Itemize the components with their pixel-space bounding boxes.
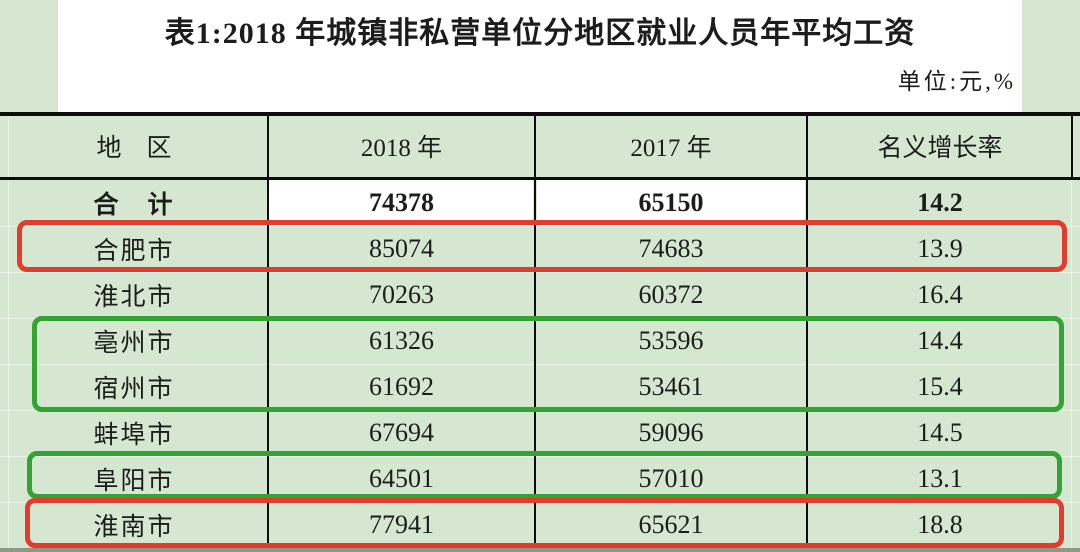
value-2018-cell: 74378	[369, 188, 434, 217]
gridline-h-4	[0, 364, 1080, 365]
region-cell: 合 计	[93, 192, 175, 219]
column-divider-1	[267, 112, 269, 552]
value-2017-cell: 59096	[638, 418, 704, 447]
growth-cell: 18.8	[917, 510, 963, 539]
table-top-border	[0, 112, 1080, 116]
gridline-h-6	[0, 456, 1080, 457]
table-row-total: 合 计 74378 65150 14.2	[0, 180, 1073, 226]
value-2018-cell: 61326	[369, 326, 434, 355]
header-bottom-border	[0, 177, 1080, 180]
column-divider-3	[806, 112, 808, 552]
gridline-h-1	[0, 226, 1080, 227]
unit-note: 单位:元,%	[897, 69, 1016, 94]
value-2017-cell: 60372	[638, 280, 704, 309]
table-row-huaibei: 淮北市 70263 60372 16.4	[0, 272, 1073, 318]
green-annotation-box-fuyang	[27, 451, 1062, 499]
value-2017-cell: 53596	[638, 326, 704, 355]
green-annotation-box-bozhou-suzhou	[32, 316, 1064, 412]
red-annotation-box-huainan	[25, 498, 1064, 548]
growth-cell: 16.4	[917, 280, 963, 309]
table-title: 表1:2018 年城镇非私营单位分地区就业人员年平均工资	[164, 17, 916, 50]
total-2017-white-cell	[537, 180, 805, 226]
table-row-fuyang: 阜阳市 64501 57010 13.1	[0, 456, 1073, 502]
table-right-border	[1071, 112, 1073, 180]
total-2018-white-cell	[269, 180, 533, 226]
region-cell: 合肥市	[93, 238, 175, 265]
value-2017-cell: 65621	[638, 510, 704, 539]
table-row-bengbu: 蚌埠市 67694 59096 14.5	[0, 410, 1073, 456]
header-growth-rate: 名义增长率	[877, 134, 1003, 162]
value-2017-cell: 74683	[638, 234, 704, 263]
region-cell: 阜阳市	[93, 468, 175, 495]
region-cell: 宿州市	[93, 376, 175, 403]
value-2018-cell: 67694	[369, 418, 434, 447]
gridline-v-left	[8, 116, 9, 548]
table-row-suzhou: 宿州市 61692 53461 15.4	[0, 364, 1073, 410]
value-2017-cell: 65150	[638, 188, 704, 217]
column-divider-2	[534, 112, 536, 552]
value-2018-cell: 85074	[369, 234, 434, 263]
value-2017-cell: 57010	[638, 464, 704, 493]
table-row-bozhou: 亳州市 61326 53596 14.4	[0, 318, 1073, 364]
value-2018-cell: 64501	[369, 464, 434, 493]
header-2018: 2018 年	[360, 134, 443, 162]
table-row-hefei: 合肥市 85074 74683 13.9	[0, 226, 1073, 272]
growth-cell: 13.9	[917, 234, 963, 263]
region-cell: 淮南市	[93, 514, 175, 541]
region-cell: 蚌埠市	[93, 422, 175, 449]
growth-cell: 14.5	[917, 418, 963, 447]
header-2017: 2017 年	[630, 134, 712, 162]
value-2018-cell: 61692	[369, 372, 434, 401]
value-2017-cell: 53461	[638, 372, 704, 401]
growth-cell: 13.1	[917, 464, 963, 493]
growth-cell: 15.4	[917, 372, 963, 401]
table-row-huainan: 淮南市 77941 65621 18.8	[0, 502, 1073, 548]
value-2018-cell: 70263	[369, 280, 434, 309]
region-cell: 亳州市	[93, 330, 175, 357]
value-2018-cell: 77941	[369, 510, 434, 539]
growth-cell: 14.2	[917, 188, 963, 217]
gridline-h-2	[0, 272, 1080, 273]
title-band: 表1:2018 年城镇非私营单位分地区就业人员年平均工资 单位:元,%	[58, 0, 1022, 112]
header-region: 地 区	[96, 134, 172, 162]
table-header-row: 地 区 2018 年 2017 年 名义增长率	[0, 114, 1073, 177]
region-cell: 淮北市	[93, 284, 175, 311]
bottom-edge-strip	[0, 548, 1080, 552]
growth-cell: 14.4	[917, 326, 963, 355]
red-annotation-box-hefei	[17, 220, 1067, 272]
